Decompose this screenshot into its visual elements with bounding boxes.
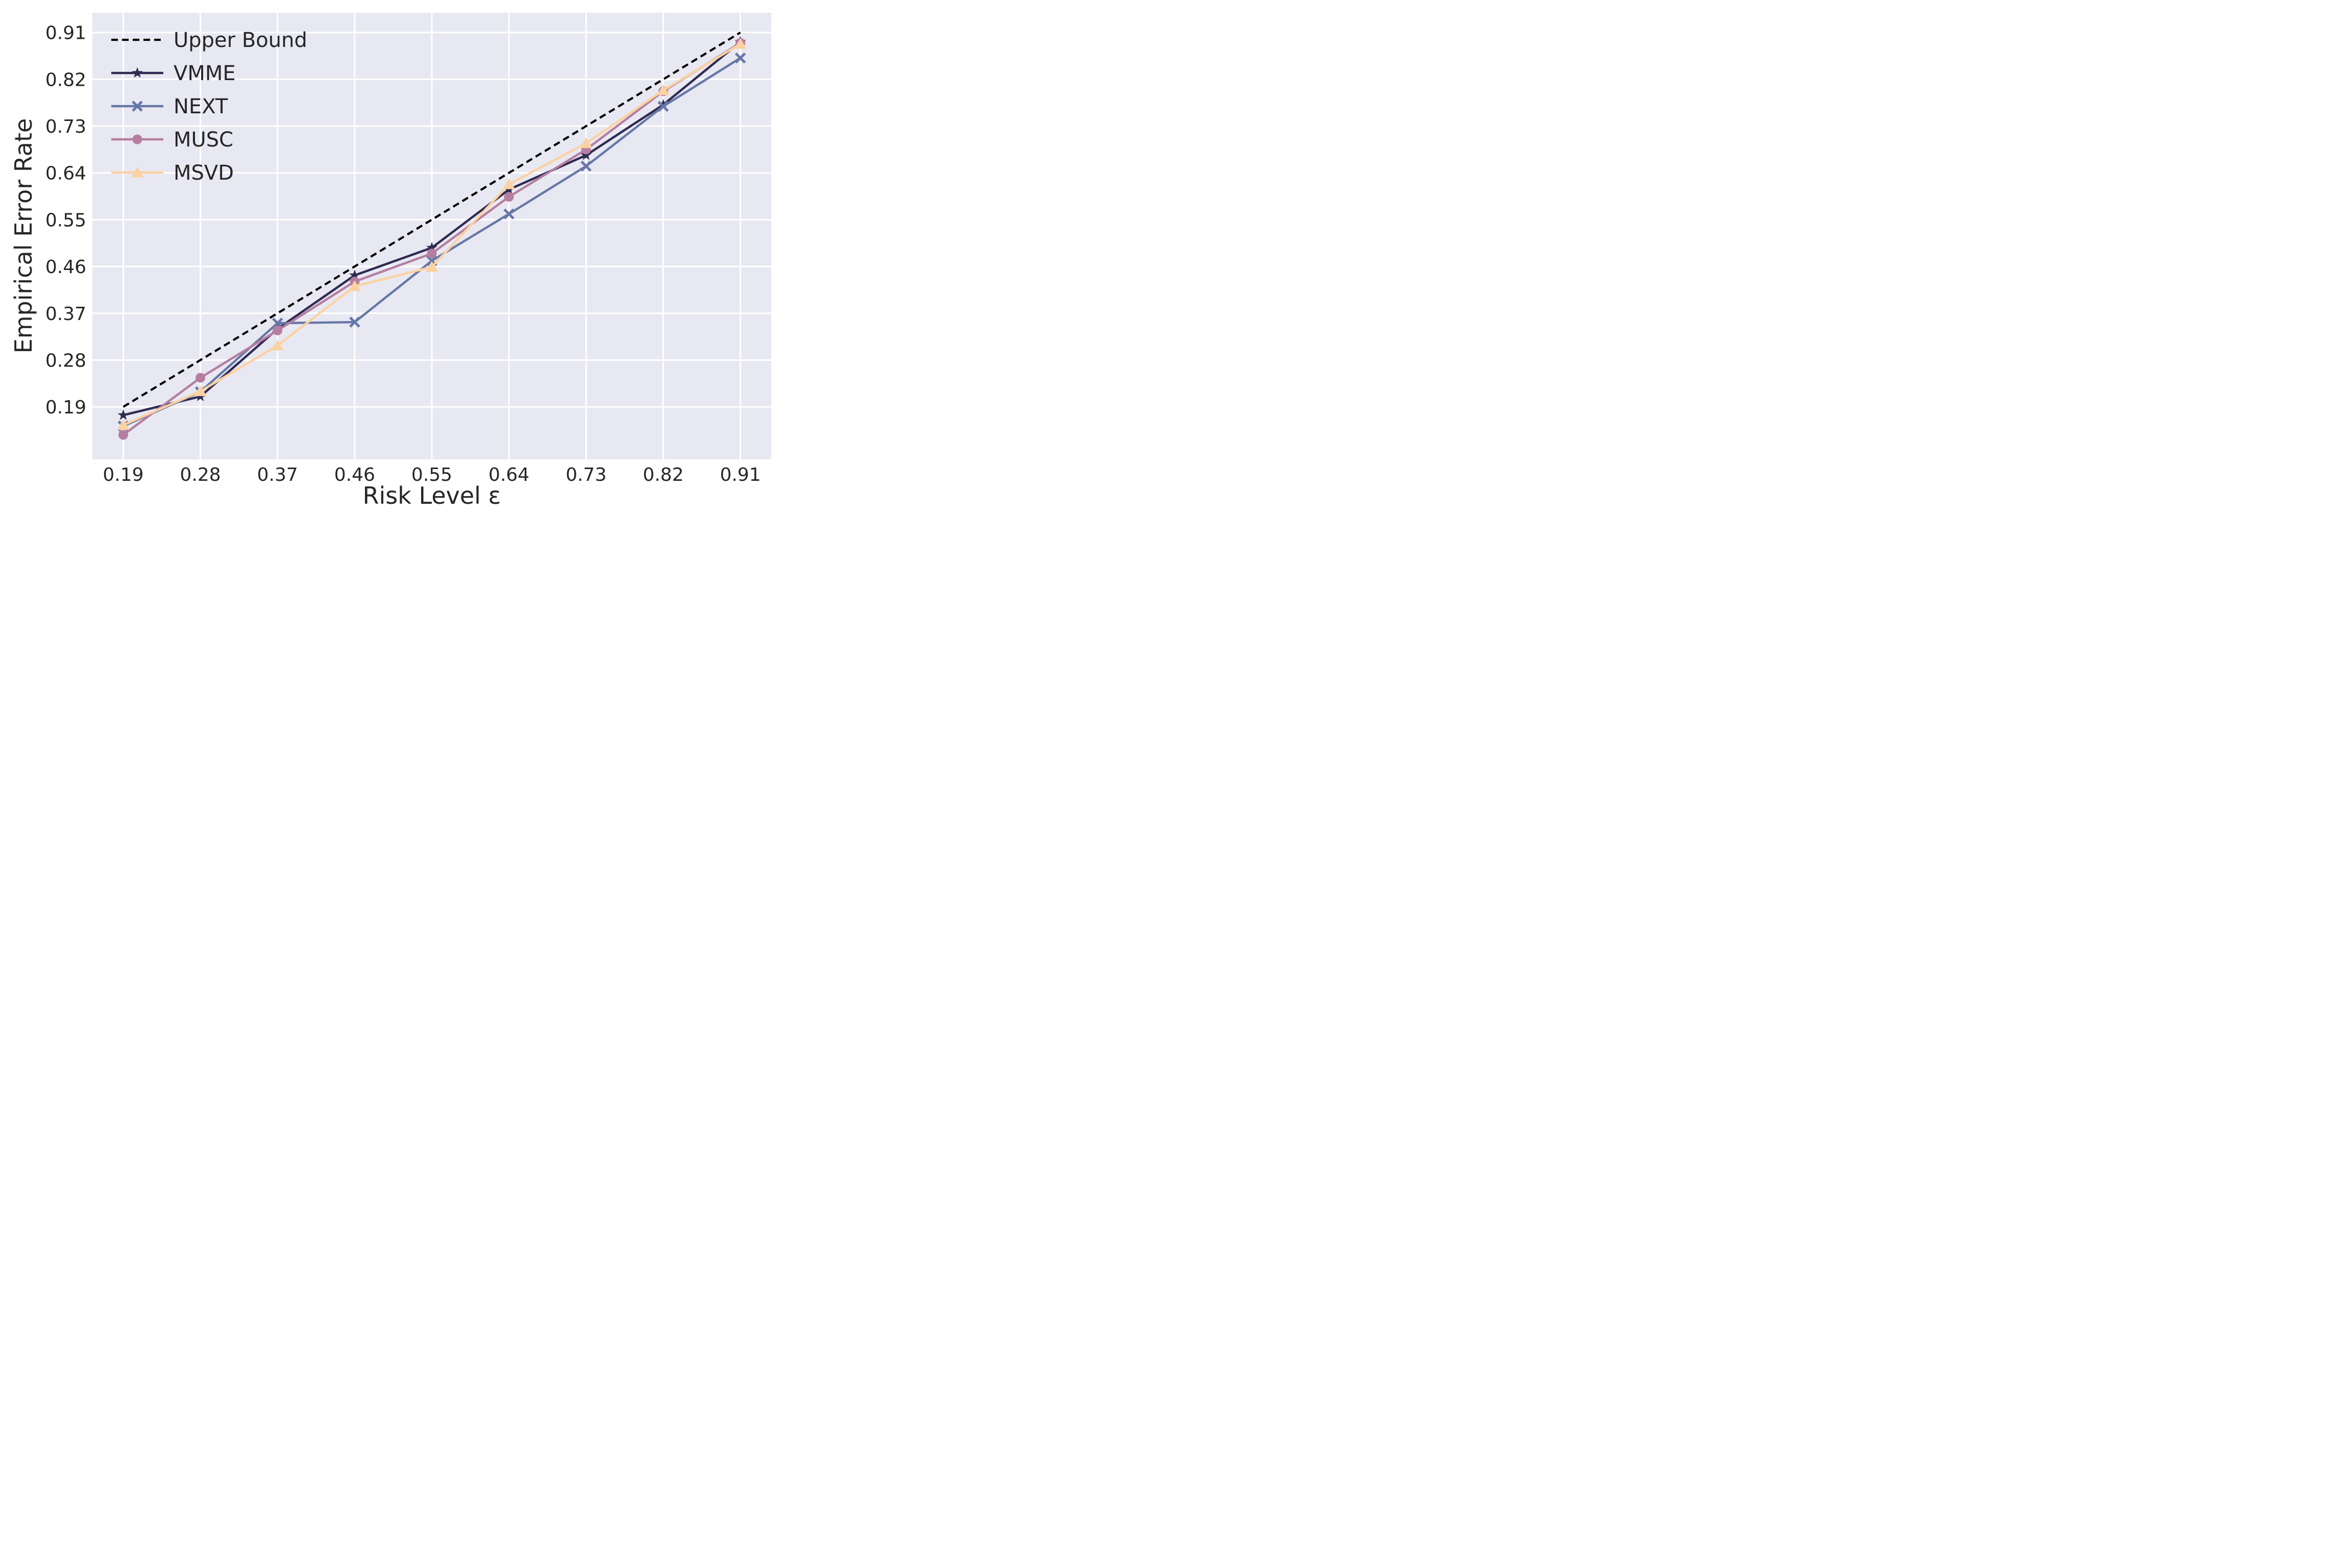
next-marker [734, 52, 746, 64]
vmme-marker [426, 241, 437, 253]
legend-item-vmme: VMME [111, 62, 236, 85]
y-axis-title: Empirical Error Rate [10, 118, 37, 354]
msvd-marker [348, 280, 361, 291]
y-tick-label: 0.28 [45, 350, 86, 371]
musc-marker [427, 249, 437, 259]
x-tick-label: 0.91 [720, 464, 761, 485]
y-tick-label: 0.73 [45, 116, 86, 137]
musc-marker [504, 192, 514, 202]
next-marker [503, 208, 514, 219]
legend-star-marker [132, 67, 143, 78]
legend-triangle-marker [131, 166, 143, 178]
msvd-marker [580, 137, 593, 149]
msvd-marker [271, 339, 284, 351]
series-line-upper-bound [122, 31, 741, 408]
next-marker [580, 160, 592, 172]
legend-item-next: NEXT [111, 95, 228, 118]
legend-item-upper-bound: Upper Bound [111, 29, 307, 52]
vmme-marker [580, 149, 592, 160]
y-tick-label: 0.91 [45, 23, 86, 44]
legend-circle-marker [132, 134, 142, 144]
x-tick-label: 0.28 [180, 464, 221, 485]
y-tick-label: 0.55 [45, 210, 86, 231]
x-tick-label: 0.46 [334, 464, 375, 485]
x-tick-label: 0.73 [566, 464, 606, 485]
next-marker [272, 317, 283, 329]
y-tick-label: 0.19 [45, 397, 86, 418]
x-axis-title: Risk Level ε [362, 482, 501, 509]
musc-marker [195, 373, 206, 383]
msvd-marker [657, 84, 670, 95]
x-tick-label: 0.55 [411, 464, 452, 485]
legend-label: VMME [174, 62, 236, 85]
msvd-marker [117, 419, 130, 430]
line-chart-figure: 0.19 0.28 0.37 0.46 0.55 0.64 0.73 0.82 0.91 0.19… [0, 0, 784, 523]
next-marker [349, 316, 360, 328]
next-marker [657, 101, 669, 112]
legend-x-marker [132, 101, 143, 112]
x-tick-label: 0.37 [257, 464, 298, 485]
vmme-marker [657, 99, 669, 110]
legend-label: Upper Bound [174, 29, 307, 52]
x-tick-label: 0.19 [103, 464, 143, 485]
y-tick-label: 0.46 [45, 257, 86, 278]
y-tick-label: 0.64 [45, 163, 86, 184]
legend-label: MSVD [174, 161, 234, 185]
legend-label: NEXT [174, 95, 228, 118]
vmme-marker [117, 409, 129, 420]
musc-marker [273, 325, 283, 335]
msvd-marker [194, 385, 207, 397]
musc-marker [118, 430, 128, 440]
msvd-marker [503, 178, 516, 189]
msvd-marker [734, 38, 747, 49]
y-tick-label: 0.82 [45, 69, 86, 90]
y-tick-label: 0.37 [45, 304, 86, 325]
vmme-marker [349, 269, 360, 280]
chart-canvas: 0.19 0.28 0.37 0.46 0.55 0.64 0.73 0.82 0.91 0.19… [45, 13, 771, 485]
legend-label: MUSC [174, 128, 233, 152]
msvd-marker [426, 261, 438, 272]
x-tick-label: 0.82 [643, 464, 683, 485]
x-tick-label: 0.64 [488, 464, 529, 485]
